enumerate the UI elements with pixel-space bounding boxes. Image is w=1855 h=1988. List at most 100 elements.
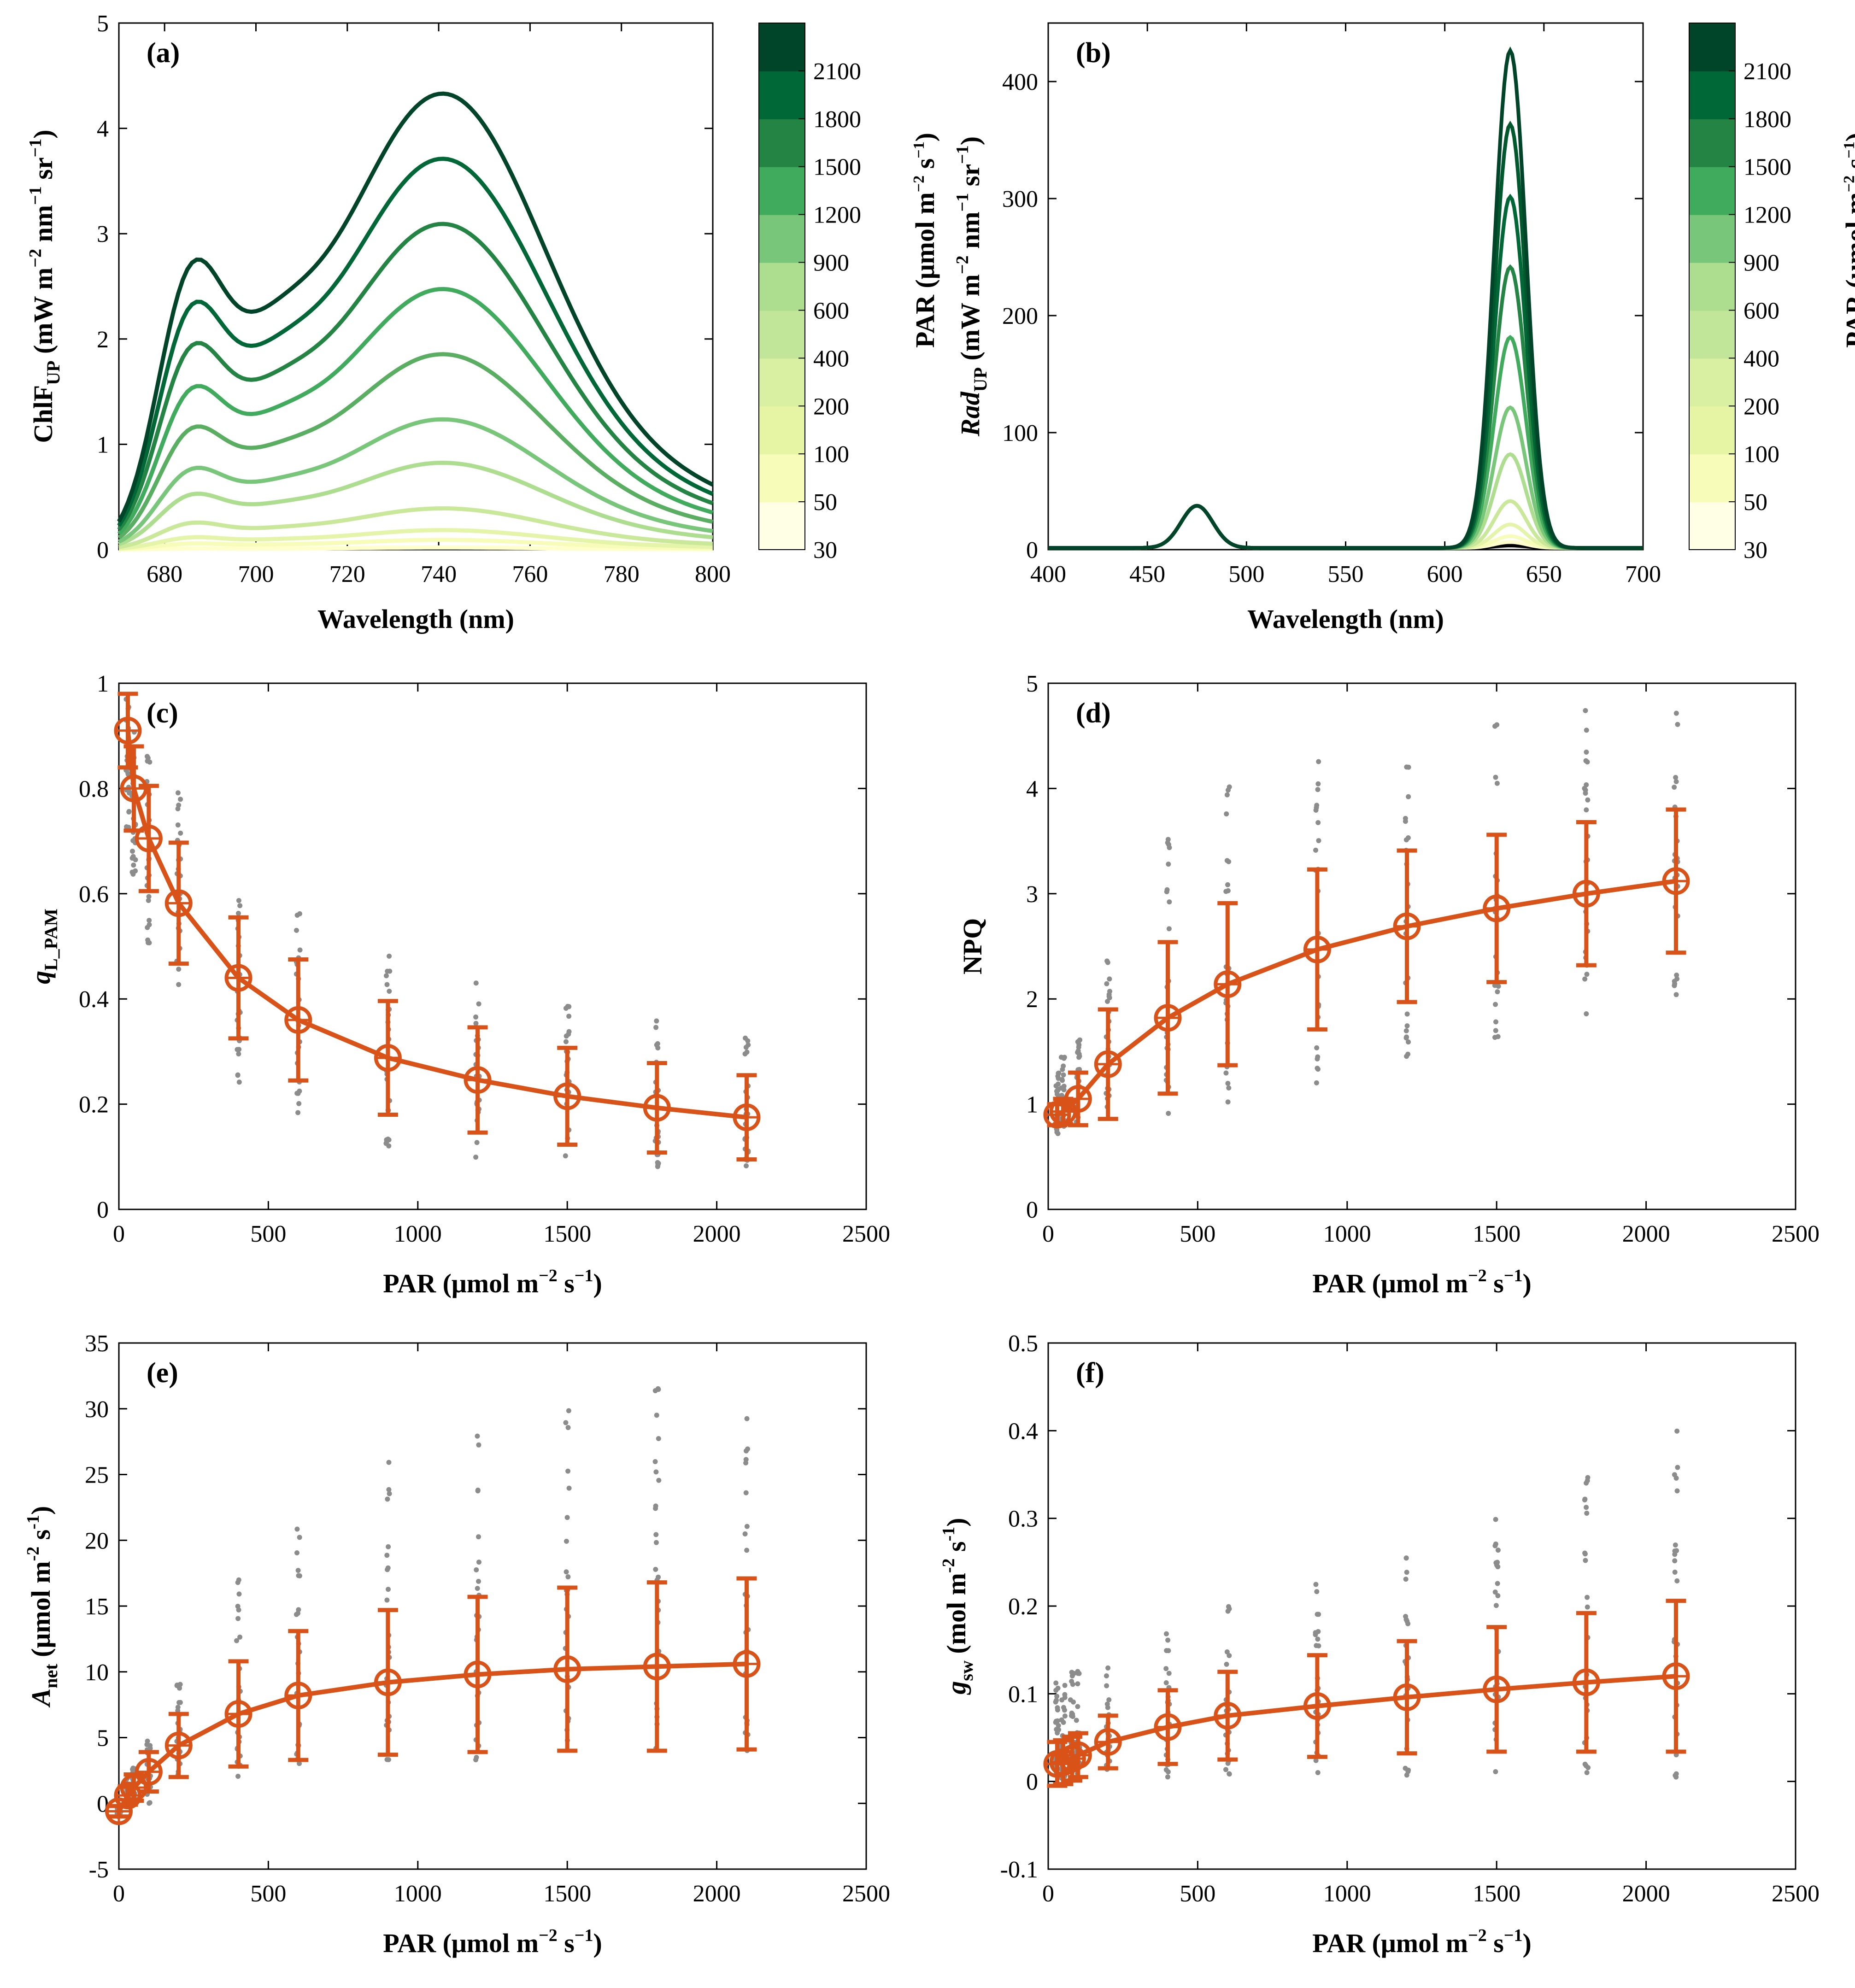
scatter-point [656, 1436, 661, 1441]
scatter-point [1403, 1028, 1409, 1033]
scatter-point [652, 1459, 658, 1464]
y-tick-label: 3 [97, 221, 109, 247]
colorbar-swatch [759, 502, 805, 550]
scatter-point [1313, 1758, 1319, 1763]
scatter-point [386, 1587, 391, 1592]
scatter-point [1314, 1643, 1319, 1648]
colorbar-tick-label: 1200 [1743, 202, 1791, 229]
scatter-point [1493, 1019, 1498, 1025]
colorbar: 30 50 100 200 400 600 900 1200 1500 1800 2100 PAR (… [1689, 23, 1855, 563]
y-tick-label: 0.2 [1008, 1594, 1038, 1620]
scatter-point [653, 1025, 659, 1030]
scatter-point [1313, 1582, 1319, 1587]
scatter-point [1223, 1767, 1228, 1772]
scatter-point [1104, 981, 1109, 986]
y-tick-label: 0.6 [79, 881, 109, 908]
x-axis-label: PAR (μmol m−2 s−1) [383, 1266, 602, 1298]
scatter-point [1075, 1671, 1081, 1676]
plot-frame [1047, 1342, 1796, 1870]
x-tick-label: 1000 [1323, 1221, 1371, 1247]
scatter-point [386, 1544, 391, 1549]
scatter-point [147, 1800, 153, 1806]
scatter-point [125, 770, 131, 776]
y-tick-label: 1 [97, 671, 109, 697]
x-tick-label: 2500 [1772, 1221, 1820, 1247]
scatter-point [654, 1413, 659, 1418]
scatter-point [235, 1073, 241, 1078]
scatter-point [1493, 1560, 1499, 1566]
y-tick-label: 2 [97, 327, 109, 353]
y-tick-label: 0 [1026, 1769, 1038, 1795]
colorbar-swatch [759, 310, 805, 359]
y-axis-label-text: NPQ [957, 918, 987, 974]
scatter-point [236, 1051, 241, 1056]
y-axis-label-text: ) [26, 1506, 56, 1515]
colorbar-swatch [1689, 166, 1735, 215]
x-tick-label: 2500 [842, 1221, 890, 1247]
scatter-point [1674, 1578, 1680, 1583]
scatter-point [1315, 781, 1321, 786]
scatter-point [1053, 1718, 1059, 1724]
scatter-point [176, 803, 182, 808]
y-axis-label-text: (mW m [28, 268, 58, 361]
x-axis-label-text: PAR (μmol m [1312, 1928, 1468, 1958]
scatter-point [563, 1153, 568, 1159]
y-axis-label-text: ) [28, 129, 58, 138]
scatter-point [387, 1491, 392, 1496]
y-axis-label: RadUP (mW m−2 nm−1 sr−1) [953, 136, 991, 437]
y-axis-label-text: nm [28, 205, 58, 249]
scatter-point [126, 809, 132, 815]
scatter-point [1225, 1081, 1231, 1086]
colorbar-tick-label: 1200 [813, 202, 861, 229]
y-axis-label: Anet (μmol m-2 s-1) [23, 1506, 61, 1708]
scatter-point [1059, 1717, 1064, 1723]
y-tick-label: 400 [1002, 69, 1038, 95]
colorbar-tick-label: 900 [1743, 250, 1779, 276]
scatter-point [1056, 1723, 1061, 1728]
colorbar-swatch [759, 70, 805, 119]
y-axis-label-text: ) [955, 136, 985, 145]
colorbar-label-exp: −2 [910, 176, 928, 192]
y-axis-label: gsw (mol m-2 s-1) [939, 1518, 977, 1695]
scatter-point [476, 1578, 481, 1584]
scatter-point [1060, 1078, 1065, 1083]
scatter-point [1165, 1637, 1171, 1643]
colorbar-frame [758, 23, 805, 550]
colorbar-frame [1689, 23, 1736, 550]
scatter-point [1054, 1694, 1060, 1699]
scatter-point [474, 1754, 479, 1760]
x-axis-label-exp: −2 [1468, 1926, 1487, 1945]
scatter-point [1583, 1763, 1589, 1768]
x-axis-label-text: PAR (μmol m [1312, 1268, 1468, 1298]
x-axis-label-text: s [558, 1268, 575, 1298]
scatter-point [178, 830, 183, 836]
scatter-point [129, 849, 135, 854]
scatter-point [386, 1460, 392, 1465]
scatter-point [1223, 1070, 1229, 1076]
scatter-point [564, 1538, 569, 1544]
scatter-point [1166, 842, 1171, 847]
x-tick-label: 740 [421, 561, 457, 587]
scatter-point [294, 1091, 300, 1096]
colorbar-label-exp: −1 [1841, 141, 1855, 158]
scatter-point [1225, 882, 1231, 887]
scatter-point [1584, 1510, 1590, 1516]
scatter-point [1315, 1770, 1321, 1775]
plot-frame [118, 682, 867, 1210]
x-tick-label: 680 [147, 561, 182, 587]
x-axis-label: PAR (μmol m−2 s−1) [1312, 1926, 1532, 1958]
y-tick-label: 10 [85, 1660, 109, 1686]
scatter-point [563, 1420, 569, 1425]
colorbar-tick-label: 30 [1743, 537, 1767, 563]
scatter-point [744, 1448, 749, 1454]
colorbar-swatch [1689, 454, 1735, 503]
scatter-point [1062, 1683, 1068, 1688]
scatter-point [146, 897, 151, 903]
scatter-point [474, 1140, 480, 1145]
y-axis-label-text: (mW m [955, 274, 985, 367]
x-axis-label-text: PAR (μmol m [383, 1268, 539, 1298]
scatter-point [384, 1140, 389, 1145]
scatter-point [1582, 1496, 1588, 1502]
colorbar-swatch [1689, 70, 1735, 119]
